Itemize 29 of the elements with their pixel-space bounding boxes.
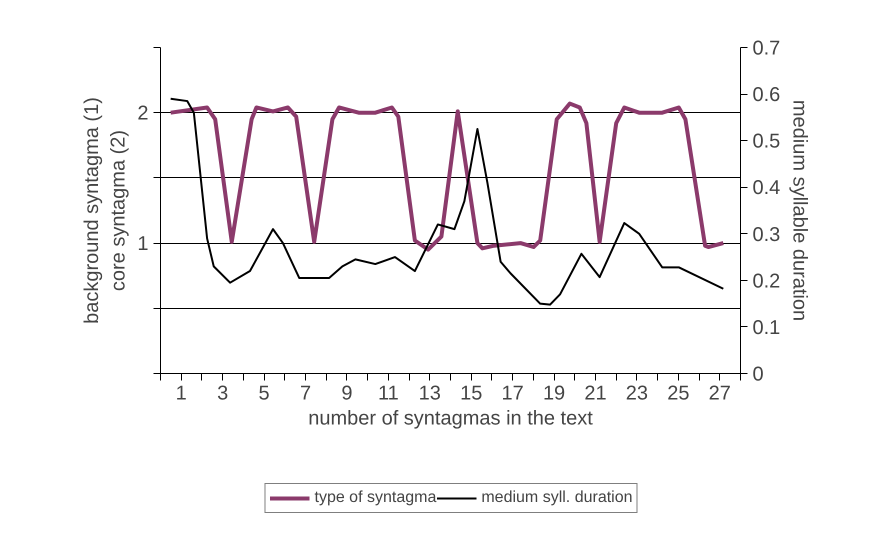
legend-label: type of syntagma <box>314 489 436 507</box>
x-tick-label: 9 <box>341 382 352 404</box>
x-tick-label: 1 <box>176 382 187 404</box>
x-tick-label: 13 <box>418 382 441 404</box>
x-tick-label: 21 <box>584 382 607 404</box>
x-tick-label: 3 <box>217 382 228 404</box>
y2-tick-label: 0.6 <box>752 84 780 106</box>
x-tick-label: 5 <box>258 382 270 404</box>
y2-axis-title: medium syllable duration <box>788 100 810 322</box>
x-tick-label: 19 <box>542 382 566 404</box>
y2-tick-label: 0.5 <box>752 130 780 153</box>
x-tick-label: 25 <box>667 382 690 404</box>
y2-tick-label: 0.4 <box>752 177 780 200</box>
x-tick-label: 11 <box>378 382 399 404</box>
y2-tick-label: 0 <box>752 364 764 386</box>
x-tick-label: 27 <box>708 382 731 404</box>
y-tick-label: 2 <box>137 102 148 125</box>
y2-tick-label: 0.2 <box>752 270 780 292</box>
y-axis-title: background syntagma (1) core syntagma (2) <box>80 97 130 324</box>
y2-tick-label: 0.7 <box>752 38 780 60</box>
y2-tick-label: 0.3 <box>752 224 780 246</box>
y2-tick-label: 0.1 <box>752 316 780 339</box>
x-tick-label: 15 <box>460 382 482 404</box>
x-tick-label: 7 <box>300 382 312 404</box>
x-axis-title: number of syntagmas in the text <box>308 408 594 430</box>
line-series <box>168 102 726 252</box>
legend-label: medium syll. duration <box>481 489 633 507</box>
x-tick-label: 23 <box>626 382 648 404</box>
x-tick-label: 17 <box>502 382 524 404</box>
